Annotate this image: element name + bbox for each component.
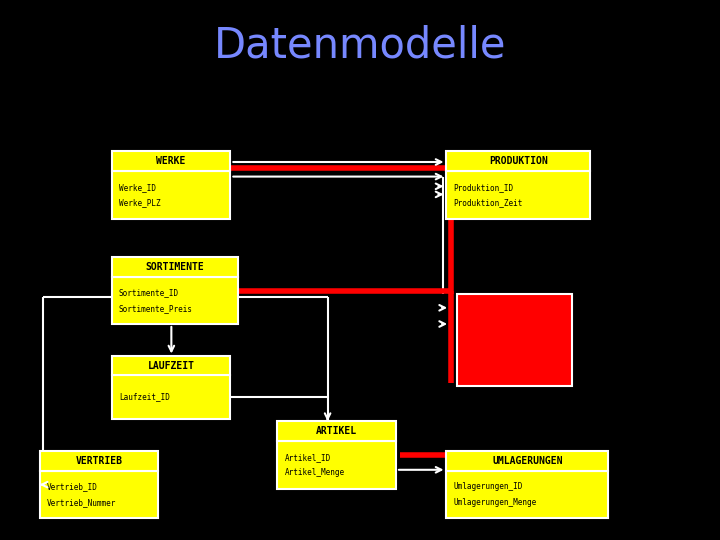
Bar xyxy=(446,172,590,219)
Text: Datenmodelle: Datenmodelle xyxy=(214,24,506,66)
Text: Umlagerungen_ID: Umlagerungen_ID xyxy=(454,482,523,491)
Bar xyxy=(446,471,608,518)
Bar xyxy=(112,151,230,172)
Bar xyxy=(40,451,158,471)
Text: Vertrieb_Nummer: Vertrieb_Nummer xyxy=(47,498,116,507)
Text: Laufzeit_ID: Laufzeit_ID xyxy=(119,392,170,401)
Text: Umlagerungen_Menge: Umlagerungen_Menge xyxy=(454,498,537,507)
Bar xyxy=(112,172,230,219)
Text: WERKE: WERKE xyxy=(156,156,186,166)
Bar xyxy=(112,256,238,276)
Text: UMLAGERUNGEN: UMLAGERUNGEN xyxy=(492,456,562,466)
Text: Vertrieb_ID: Vertrieb_ID xyxy=(47,482,98,491)
Bar xyxy=(277,421,396,442)
Text: LAUFZEIT: LAUFZEIT xyxy=(148,361,194,371)
Text: Produktion_ID: Produktion_ID xyxy=(454,183,514,192)
Text: VERTRIEB: VERTRIEB xyxy=(76,456,122,466)
Bar xyxy=(446,151,590,172)
Text: ARTIKEL: ARTIKEL xyxy=(316,426,357,436)
Bar xyxy=(446,451,608,471)
Bar xyxy=(112,356,230,375)
Bar xyxy=(40,471,158,518)
Text: Sortimente_Preis: Sortimente_Preis xyxy=(119,303,193,313)
Text: Werke_PLZ: Werke_PLZ xyxy=(119,198,161,207)
Text: Produktion_Zeit: Produktion_Zeit xyxy=(454,198,523,207)
Bar xyxy=(112,375,230,418)
Text: Artikel_Menge: Artikel_Menge xyxy=(284,468,345,477)
Bar xyxy=(277,442,396,489)
Bar xyxy=(457,294,572,386)
Text: Sortimente_ID: Sortimente_ID xyxy=(119,288,179,297)
Text: Artikel_ID: Artikel_ID xyxy=(284,453,330,462)
Text: SORTIMENTE: SORTIMENTE xyxy=(145,261,204,272)
Text: Werke_ID: Werke_ID xyxy=(119,183,156,192)
Bar xyxy=(112,276,238,324)
Text: PRODUKTION: PRODUKTION xyxy=(489,156,548,166)
